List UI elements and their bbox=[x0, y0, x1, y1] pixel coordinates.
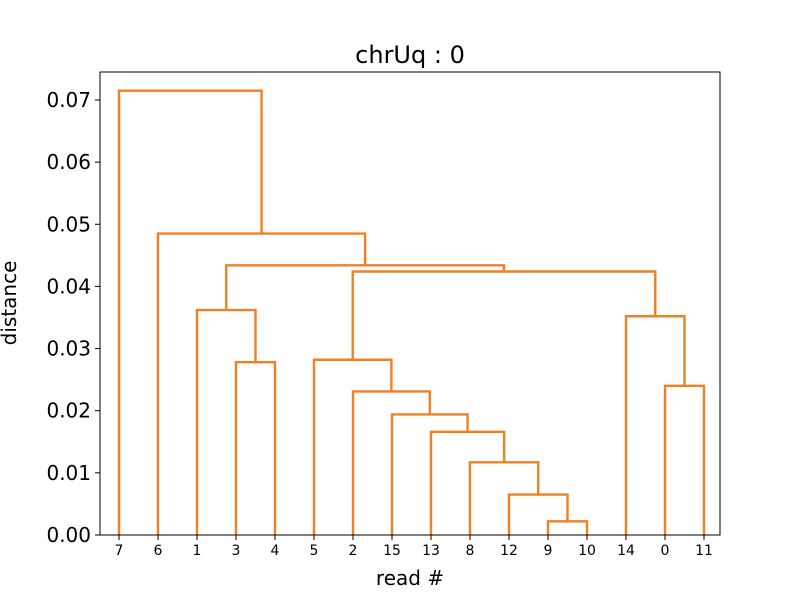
y-tick-label: 0.00 bbox=[46, 523, 91, 547]
dendrogram-link bbox=[156, 232, 367, 535]
chart-title: chrUq : 0 bbox=[355, 41, 465, 69]
leaf-label: 6 bbox=[154, 543, 163, 559]
y-tick-label: 0.06 bbox=[46, 150, 91, 174]
leaf-label: 10 bbox=[578, 543, 596, 559]
y-axis: 0.00 0.01 0.02 0.03 0.04 0.05 0.06 0.07 bbox=[46, 88, 100, 547]
leaf-label: 7 bbox=[115, 543, 124, 559]
leaf-label: 4 bbox=[271, 543, 280, 559]
dendrogram-links bbox=[117, 89, 706, 535]
dendrogram-link bbox=[429, 430, 506, 535]
y-tick-label: 0.02 bbox=[46, 399, 91, 423]
dendrogram-link bbox=[468, 461, 540, 535]
leaf-label: 11 bbox=[695, 543, 713, 559]
leaf-label: 15 bbox=[383, 543, 401, 559]
dendrogram-link bbox=[546, 520, 589, 535]
y-tick-label: 0.04 bbox=[46, 274, 91, 298]
leaf-label: 3 bbox=[232, 543, 241, 559]
y-tick-label: 0.05 bbox=[46, 212, 91, 236]
dendrogram-link bbox=[507, 493, 569, 535]
y-tick-label: 0.07 bbox=[46, 88, 91, 112]
leaf-label: 1 bbox=[193, 543, 202, 559]
dendrogram-link bbox=[117, 89, 263, 535]
dendrogram-link bbox=[234, 361, 277, 535]
y-tick-label: 0.01 bbox=[46, 461, 91, 485]
dendrogram-link bbox=[351, 390, 431, 535]
leaf-label: 5 bbox=[310, 543, 319, 559]
dendrogram-link bbox=[312, 358, 393, 535]
dendrogram-link bbox=[390, 413, 469, 535]
dendrogram-link bbox=[624, 315, 686, 535]
leaf-label: 2 bbox=[349, 543, 358, 559]
dendrogram-link bbox=[351, 270, 657, 360]
x-axis-label: read # bbox=[376, 566, 444, 590]
y-tick-label: 0.03 bbox=[46, 337, 91, 361]
leaf-label: 14 bbox=[617, 543, 635, 559]
leaf-label: 9 bbox=[544, 543, 553, 559]
dendrogram-link bbox=[663, 384, 706, 535]
x-axis: 7 6 1 3 4 5 2 15 13 8 12 9 10 14 0 11 bbox=[115, 535, 713, 559]
leaf-label: 0 bbox=[661, 543, 670, 559]
plot-frame bbox=[99, 71, 721, 536]
leaf-label: 8 bbox=[466, 543, 475, 559]
y-axis-label: distance bbox=[0, 261, 21, 346]
leaf-label: 13 bbox=[422, 543, 440, 559]
dendrogram-link bbox=[195, 308, 257, 535]
leaf-label: 12 bbox=[500, 543, 518, 559]
